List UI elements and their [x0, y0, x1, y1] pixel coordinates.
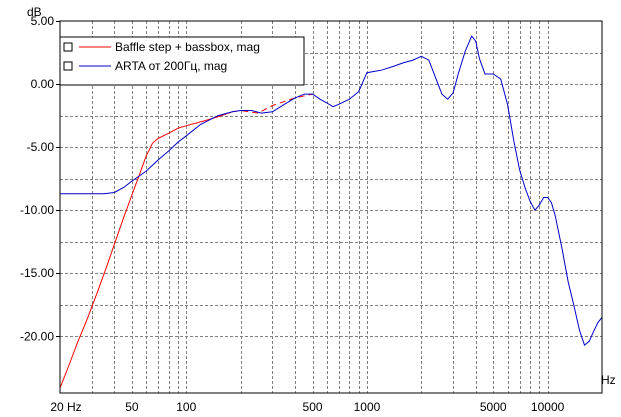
series-line-0-dashed: [232, 93, 313, 114]
x-axis-label: Hz: [601, 373, 616, 387]
y-tick-label: -10.00: [20, 203, 54, 217]
y-tick-label: -15.00: [20, 266, 54, 280]
tick-labels: 5.00 0.00 -5.00 -10.00 -15.00 -20.00 20 Hz 50 10…: [20, 14, 565, 414]
y-tick-label: -20.00: [20, 329, 54, 343]
y-tick-label: 0.00: [31, 77, 55, 91]
x-tick-label: 100: [176, 400, 196, 414]
legend-label-1: ARTA от 200Гц, mag: [115, 59, 227, 73]
legend-checkbox-0[interactable]: [63, 42, 73, 52]
plot-area-frame: [59, 20, 603, 394]
legend-label-0: Baffle step + bassbox, mag: [115, 40, 260, 54]
y-tick-label: 5.00: [31, 14, 55, 28]
x-tick-label: 1000: [354, 400, 381, 414]
legend-box: [59, 36, 305, 86]
legend: Baffle step + bassbox, mag ARTA от 200Гц…: [59, 36, 305, 86]
x-tick-label: 5000: [480, 400, 507, 414]
series-layer: [59, 35, 603, 389]
legend-checkbox-1[interactable]: [63, 61, 73, 71]
x-tick-label: 500: [303, 400, 323, 414]
x-tick-label: 20 Hz: [50, 400, 81, 414]
y-axis-label: dB: [27, 5, 42, 19]
y-tick-label: -5.00: [27, 140, 55, 154]
legend-item-0[interactable]: Baffle step + bassbox, mag: [63, 40, 260, 54]
series-line-1: [60, 35, 603, 346]
x-tick-label: 50: [125, 400, 139, 414]
series-line-0: [59, 111, 233, 389]
legend-item-1[interactable]: ARTA от 200Гц, mag: [63, 59, 227, 73]
x-tick-label: 10000: [531, 400, 565, 414]
